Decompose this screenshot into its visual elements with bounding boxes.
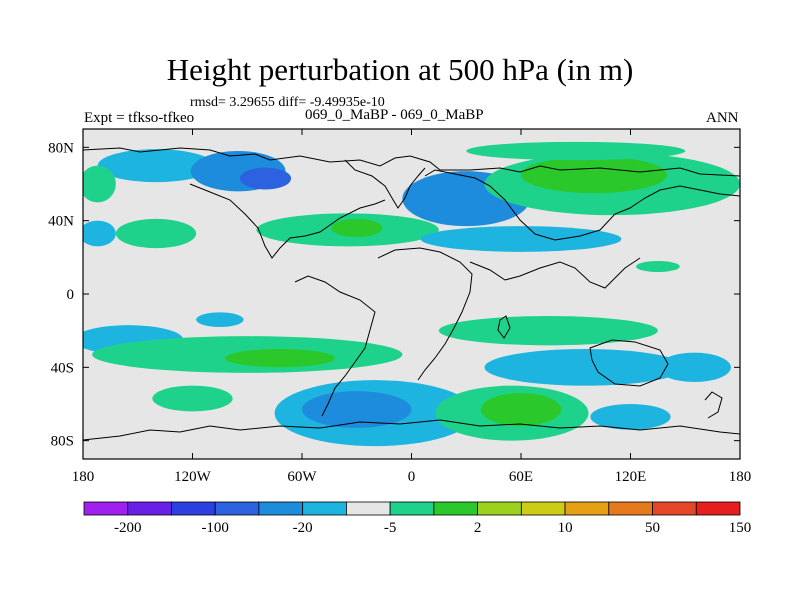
coastline-asia-south	[469, 257, 641, 289]
season-label: ANN	[706, 110, 739, 126]
x-tick-label: 0	[408, 469, 416, 485]
colorbar-swatch	[389, 501, 435, 516]
field-region-deep-negative	[239, 167, 292, 190]
coastline-north-america	[83, 147, 740, 177]
field-region-negative	[83, 220, 116, 247]
field-region-positive	[152, 385, 233, 412]
colorbar-label: -5	[384, 520, 397, 536]
x-tick-label: 120E	[615, 469, 647, 485]
x-tick-label: 180	[729, 469, 752, 485]
field-region-strong-positive	[331, 218, 383, 238]
x-tick-label: 60E	[509, 469, 533, 485]
coastline-greenland	[344, 159, 426, 209]
y-tick-label: 40S	[51, 360, 74, 376]
colorbar-swatch	[171, 501, 216, 516]
stats-label: rmsd= 3.29655 diff= -9.49935e-10	[190, 95, 385, 110]
colorbar-swatch	[83, 501, 129, 516]
field-region-negative	[484, 349, 686, 386]
field-region-positive	[635, 261, 680, 272]
colorbar-swatch	[127, 501, 172, 516]
colorbar-swatch	[608, 501, 653, 516]
y-tick-label: 80S	[51, 434, 74, 450]
y-tick-label: 0	[67, 287, 75, 303]
field-region-positive	[438, 316, 658, 346]
coastline-madagascar	[497, 315, 511, 339]
colorbar-label: 10	[558, 520, 573, 536]
colorbar-swatch	[652, 501, 697, 516]
coastline-north-america-west	[189, 183, 386, 259]
colorbar-swatch	[695, 501, 741, 516]
colorbar-label: 50	[645, 520, 660, 536]
colorbar: -200 -100 -20 -5 2 10 50 150	[83, 501, 752, 536]
colorbar-swatch	[258, 501, 304, 516]
field-region-negative	[657, 352, 731, 383]
colorbar-label: -200	[114, 520, 142, 536]
coastline-africa	[377, 247, 473, 381]
colorbar-swatch	[477, 501, 522, 516]
field-region-strong-positive	[225, 349, 335, 368]
coastline-layer	[83, 147, 740, 441]
experiment-label: Expt = tfkso-tfkeo	[84, 110, 195, 126]
coastline-eurasia	[424, 169, 740, 241]
colorbar-label: 2	[474, 520, 482, 536]
coastline-south-america	[294, 275, 376, 417]
coastline-antarctica	[83, 419, 740, 441]
coastline-new-zealand	[704, 391, 723, 419]
x-axis: 180 120W 60W 0 60E 120E 180	[72, 129, 752, 485]
field-region-negative	[420, 226, 622, 252]
y-tick-label: 80N	[48, 140, 74, 156]
field-region-negative	[590, 404, 671, 430]
coastline-australia	[589, 339, 669, 387]
field-region-negative	[97, 149, 215, 183]
colorbar-swatch	[345, 501, 391, 516]
colorbar-swatch	[214, 501, 260, 516]
field-region-negative	[196, 312, 244, 327]
x-tick-label: 180	[72, 469, 95, 485]
field-region-positive	[466, 141, 686, 161]
field-region-positive	[83, 165, 116, 203]
field-region-positive	[115, 218, 197, 249]
x-tick-label: 120W	[174, 469, 212, 485]
subtitle-label: 069_0_MaBP - 069_0_MaBP	[305, 107, 484, 123]
colorbar-label: 150	[729, 520, 752, 536]
colorbar-swatch	[520, 501, 566, 516]
field-region-strong-positive	[521, 156, 667, 194]
colorbar-swatch	[302, 501, 347, 516]
x-tick-label: 60W	[287, 469, 317, 485]
y-tick-label: 40N	[48, 214, 74, 230]
colorbar-swatch	[433, 501, 479, 516]
colorbar-label: -20	[293, 520, 313, 536]
y-axis: 80N 40N 0 40S 80S	[48, 140, 740, 450]
chart-title: Height perturbation at 500 hPa (in m)	[166, 52, 634, 87]
field-region-strong-positive	[480, 393, 562, 426]
colorbar-label: -100	[201, 520, 229, 536]
colorbar-swatch	[564, 501, 610, 516]
